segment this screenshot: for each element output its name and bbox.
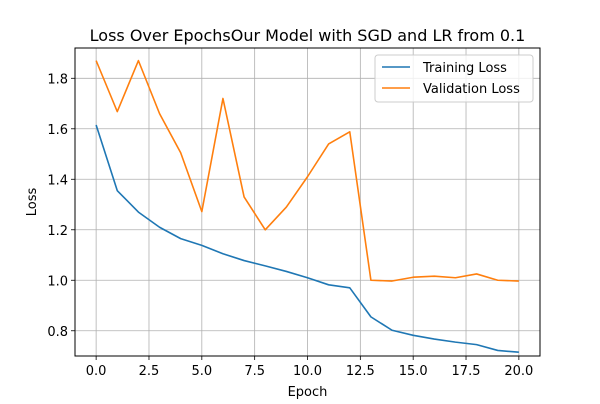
- chart-title: Loss Over EpochsOur Model with SGD and L…: [90, 26, 526, 45]
- y-tick-label: 1.8: [47, 72, 68, 87]
- x-tick-label: 17.5: [452, 364, 481, 379]
- x-tick-label: 0.0: [86, 364, 107, 379]
- legend-label-0: Training Loss: [422, 61, 507, 76]
- y-tick-label: 1.4: [47, 173, 68, 188]
- x-tick-label: 5.0: [191, 364, 212, 379]
- y-tick-label: 1.2: [47, 224, 68, 239]
- y-tick-label: 1.6: [47, 123, 68, 138]
- y-tick-label: 0.8: [47, 325, 68, 340]
- x-tick-label: 2.5: [139, 364, 160, 379]
- x-tick-label: 12.5: [346, 364, 375, 379]
- x-tick-label: 7.5: [244, 364, 265, 379]
- legend-label-1: Validation Loss: [423, 82, 520, 97]
- y-tick-label: 1.0: [47, 274, 68, 289]
- legend-box: [374, 54, 534, 103]
- x-axis-label: Epoch: [288, 385, 328, 400]
- x-tick-label: 20.0: [504, 364, 533, 379]
- legend: Training Loss Validation Loss: [374, 54, 534, 103]
- series-lines: [95, 59, 519, 354]
- series-line-0: [95, 124, 519, 354]
- x-tick-label: 10.0: [293, 364, 322, 379]
- y-axis-label: Loss: [25, 188, 40, 217]
- x-tick-label: 15.0: [399, 364, 428, 379]
- series-line-1: [95, 59, 519, 282]
- axis-ticks: 0.0 2.5 5.0 7.5 10.0 12.5 15.0 17.5 20.0 0.8 1.0 1.…: [47, 72, 533, 379]
